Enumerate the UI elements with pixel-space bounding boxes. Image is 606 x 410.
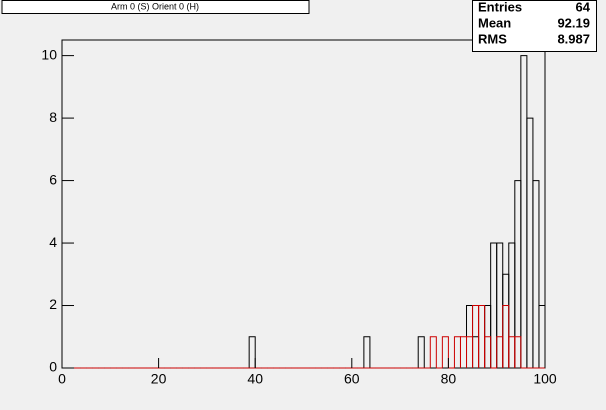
histogram-bin: [484, 336, 492, 368]
stats-value: 64: [576, 0, 591, 14]
histogram-bin: [363, 336, 371, 368]
stats-label: Entries: [478, 0, 522, 14]
x-tick-label: 100: [533, 371, 557, 387]
histogram-bin: [417, 336, 425, 368]
histogram-bin: [248, 336, 256, 368]
histogram-bin: [514, 336, 522, 368]
y-tick-label: 2: [49, 296, 57, 312]
x-tick-label: 40: [247, 371, 263, 387]
stats-box: [472, 0, 597, 52]
title-box: [1, 0, 310, 14]
histogram-bin: [538, 305, 546, 368]
y-tick-label: 8: [49, 109, 57, 125]
stats-label: Mean: [478, 15, 511, 30]
x-tick-label: 0: [58, 371, 66, 387]
stats-value: 92.19: [557, 15, 590, 30]
x-tick-label: 80: [441, 371, 457, 387]
y-tick-label: 4: [49, 234, 57, 250]
histogram-bin: [441, 336, 449, 368]
y-tick-label: 6: [49, 171, 57, 187]
y-tick-label: 0: [49, 359, 57, 375]
x-tick-label: 60: [344, 371, 360, 387]
stats-label: RMS: [478, 31, 507, 46]
histogram-bin: [429, 336, 437, 368]
y-tick-label: 10: [41, 46, 57, 62]
histogram-bin: [532, 180, 540, 368]
x-tick-label: 20: [151, 371, 167, 387]
stats-value: 8.987: [557, 31, 590, 46]
chart-title: Arm 0 (S) Orient 0 (H): [111, 1, 199, 11]
plot: [62, 55, 546, 369]
